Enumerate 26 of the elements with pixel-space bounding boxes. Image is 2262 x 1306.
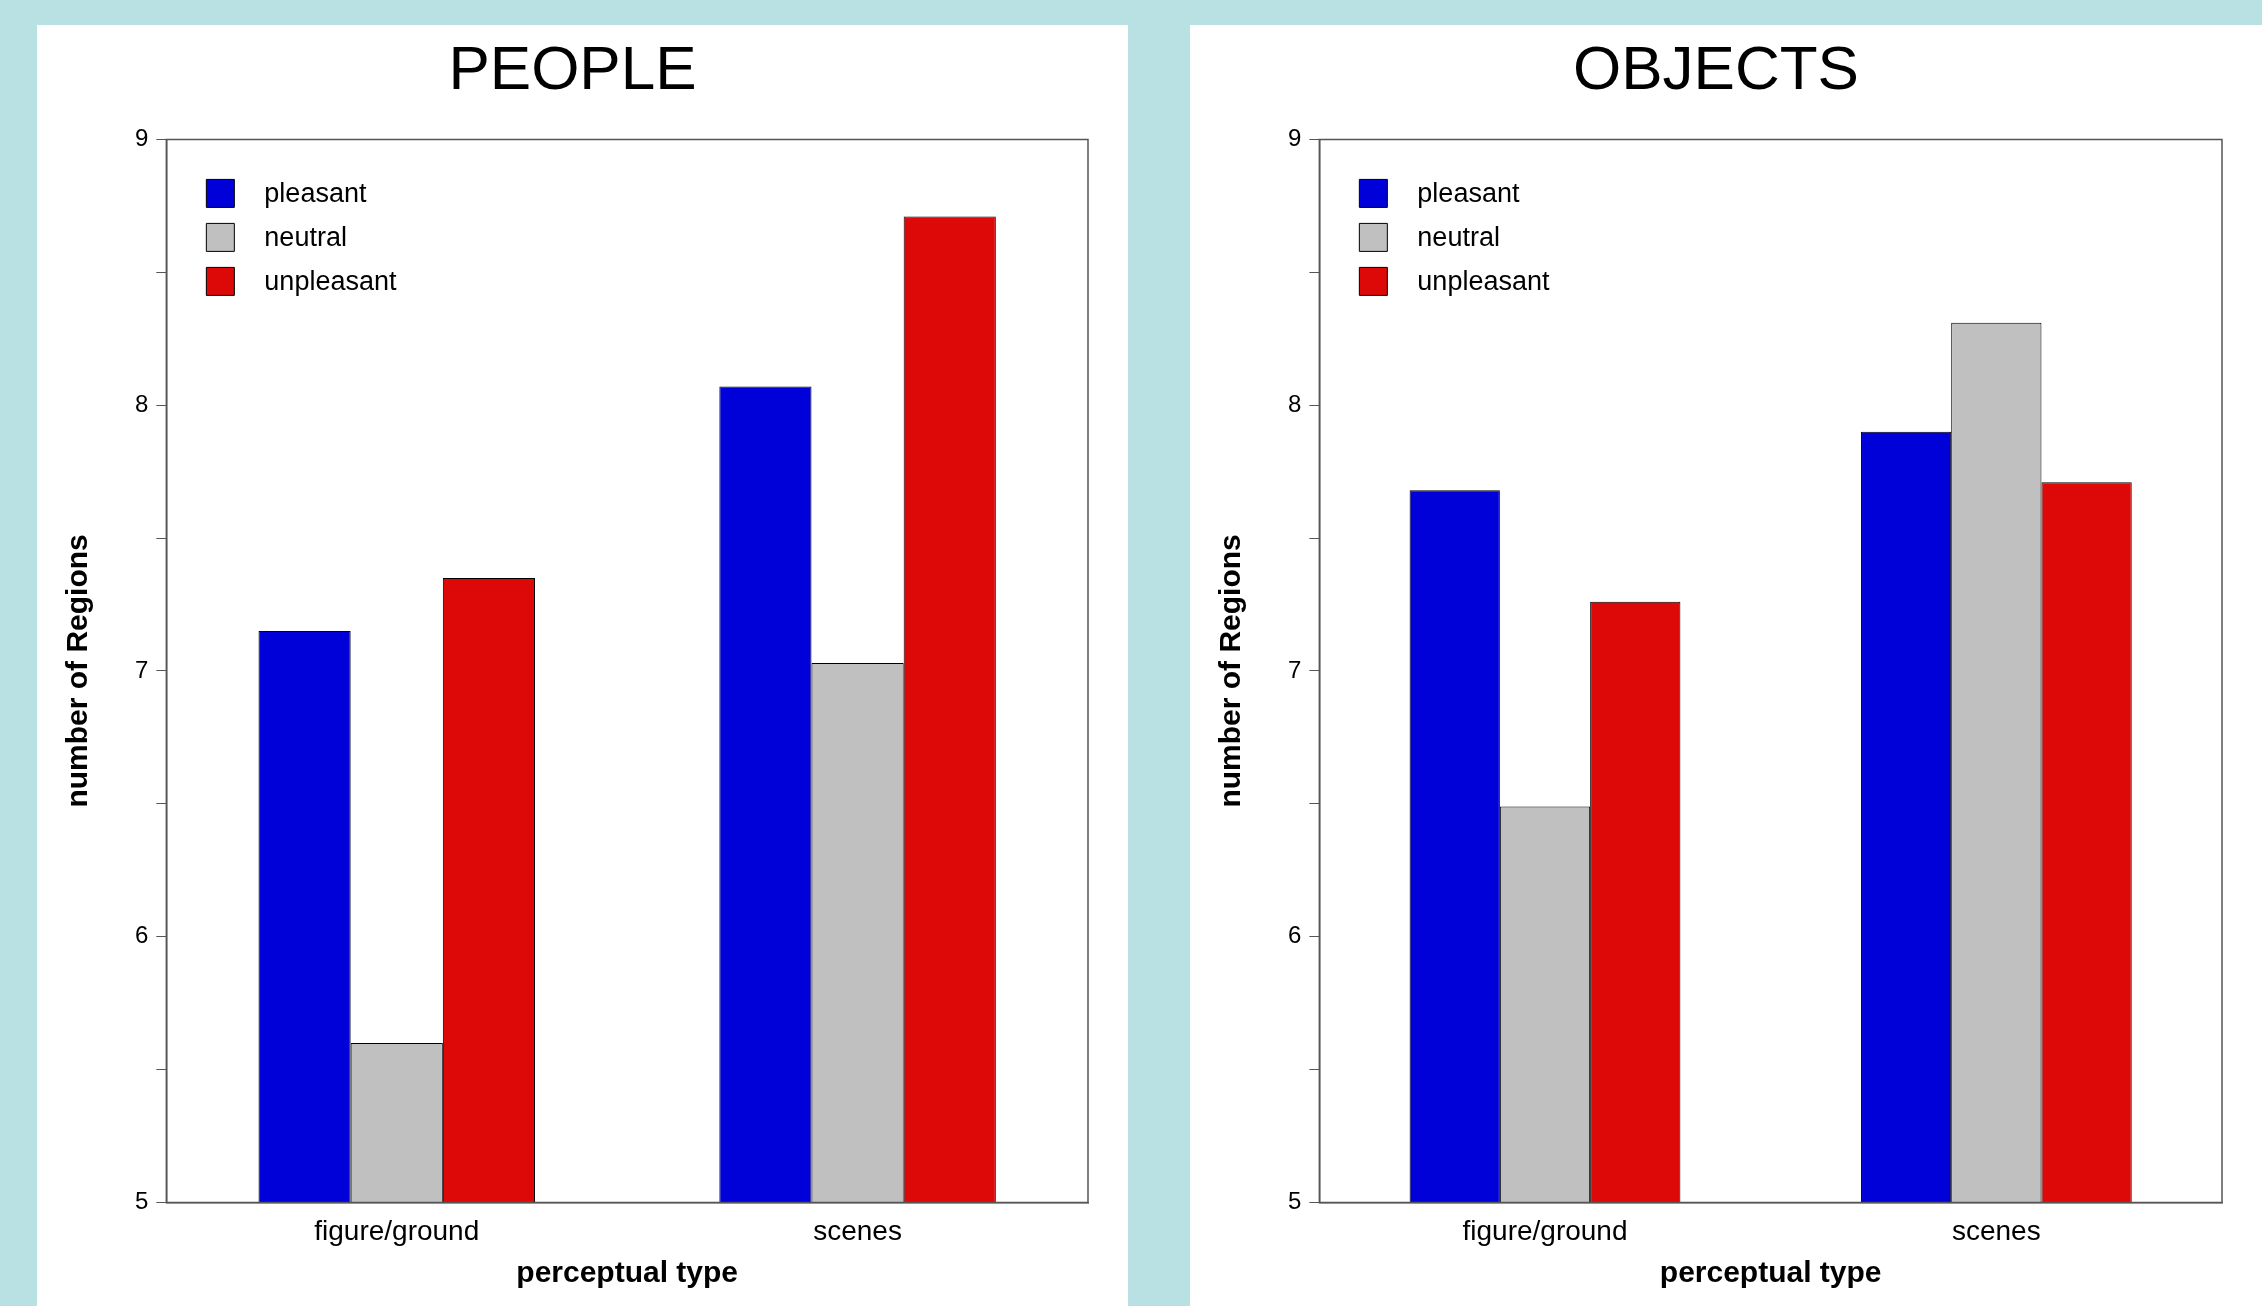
chart-title: OBJECTS bbox=[1573, 33, 1859, 103]
legend-label: pleasant bbox=[1417, 177, 1520, 208]
y-tick-label: 7 bbox=[134, 655, 149, 683]
y-axis-title: number of Regions bbox=[1213, 534, 1247, 808]
y-tick-label: 6 bbox=[134, 921, 149, 949]
y-tick-label: 7 bbox=[1287, 655, 1302, 683]
x-axis-title: perceptual type bbox=[1659, 1255, 1882, 1289]
y-axis-title: number of Regions bbox=[60, 534, 94, 808]
chart-title: PEOPLE bbox=[448, 33, 697, 103]
x-tick-label: figure/ground bbox=[1462, 1214, 1628, 1246]
legend-label: neutral bbox=[1417, 221, 1500, 252]
legend-label: unpleasant bbox=[1417, 265, 1550, 296]
y-tick-label: 8 bbox=[134, 389, 149, 417]
y-tick-label: 6 bbox=[1287, 921, 1302, 949]
x-tick-label: scenes bbox=[1951, 1214, 2041, 1246]
x-tick-label: scenes bbox=[813, 1214, 902, 1246]
y-tick-label: 9 bbox=[134, 124, 149, 152]
y-tick-label: 5 bbox=[134, 1187, 149, 1215]
y-tick-label: 8 bbox=[1287, 389, 1302, 417]
x-tick-label: figure/ground bbox=[314, 1214, 480, 1246]
y-tick-label: 5 bbox=[1287, 1187, 1302, 1215]
y-tick-label: 9 bbox=[1287, 124, 1302, 152]
legend-label: unpleasant bbox=[264, 265, 397, 296]
x-axis-title: perceptual type bbox=[516, 1255, 739, 1289]
legend-label: neutral bbox=[264, 221, 347, 252]
legend-label: pleasant bbox=[264, 177, 367, 208]
